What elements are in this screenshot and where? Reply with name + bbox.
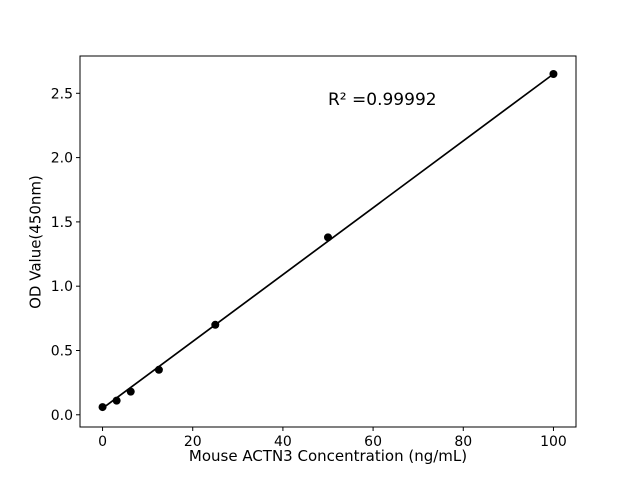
plot-border: [79, 55, 577, 428]
x-tick-label: 40: [274, 434, 292, 450]
x-axis-label: Mouse ACTN3 Concentration (ng/mL): [188, 447, 468, 465]
r-squared-annotation: R² =0.99992: [328, 90, 437, 111]
x-tick-label: 0: [98, 434, 107, 450]
y-tick-label: 1.5: [51, 215, 73, 231]
data-point: [324, 233, 332, 242]
y-axis-label: OD Value(450nm): [26, 175, 45, 309]
data-point: [211, 320, 220, 329]
y-tick-label: 2.0: [51, 151, 73, 167]
y-tick-label: 0.0: [51, 408, 73, 424]
y-tick-label: 0.5: [51, 343, 73, 359]
data-point: [112, 396, 121, 405]
x-tick-label: 60: [364, 434, 382, 450]
y-tick-label: 2.5: [51, 86, 73, 102]
y-tick-label: 1.0: [51, 279, 73, 295]
data-point: [126, 387, 135, 396]
x-tick-label: 100: [540, 434, 567, 450]
x-tick-label: 20: [184, 434, 202, 450]
x-tick-label: 80: [454, 434, 472, 450]
data-point: [98, 403, 107, 412]
data-point: [154, 365, 163, 374]
data-point: [549, 70, 558, 79]
